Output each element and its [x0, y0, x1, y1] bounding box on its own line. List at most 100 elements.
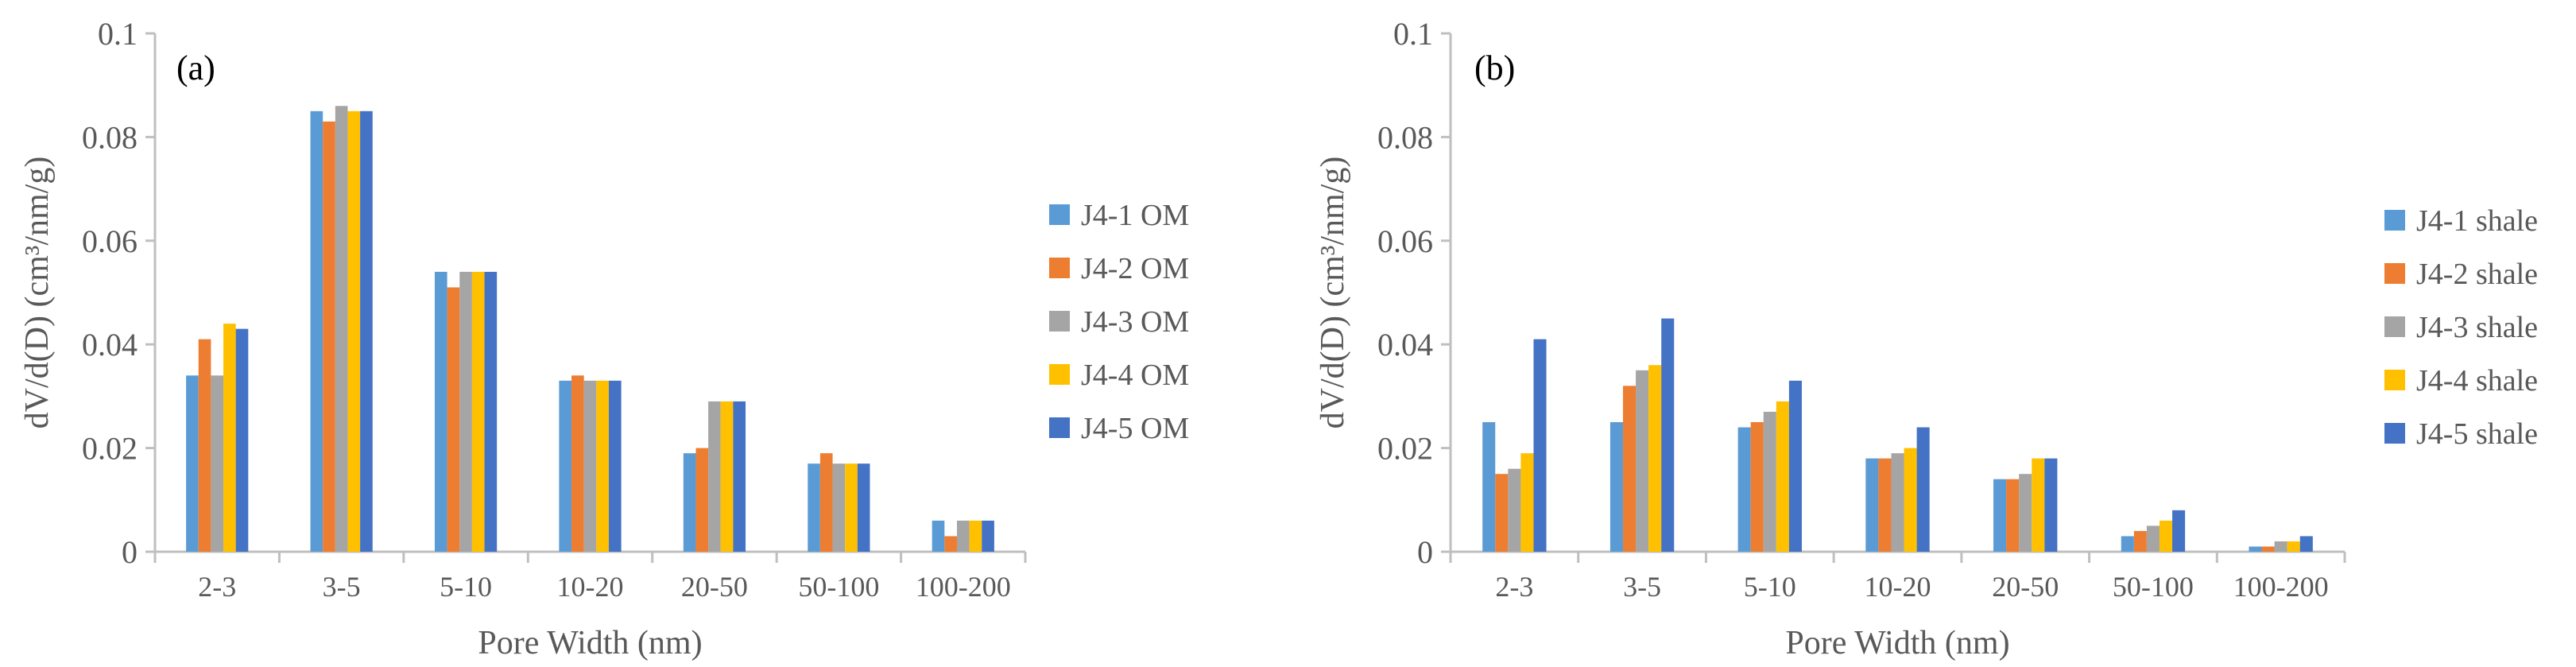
y-tick-label: 0.04: [82, 327, 138, 363]
bar-j4-3-shale-100-200: [2274, 541, 2287, 552]
bar-j4-3-om-5-10: [459, 271, 472, 552]
bar-j4-5-shale-50-100: [2172, 510, 2186, 552]
bar-j4-1-om-100-200: [932, 520, 945, 552]
x-tick-label: 2-3: [1495, 571, 1533, 603]
bar-j4-5-om-10-20: [608, 380, 622, 552]
y-tick-label: 0: [122, 534, 138, 570]
y-tick-label: 0.1: [98, 16, 138, 52]
bar-j4-1-shale-10-20: [1865, 458, 1879, 552]
bar-j4-4-om-5-10: [471, 271, 485, 552]
legend-label: J4-1 shale: [2416, 204, 2538, 238]
bar-j4-3-om-3-5: [335, 106, 348, 552]
y-tick-label: 0.08: [1377, 119, 1433, 155]
bar-j4-2-om-10-20: [571, 375, 584, 552]
bar-j4-1-shale-50-100: [2121, 536, 2134, 552]
legend-swatch: [2384, 370, 2405, 390]
x-tick-label: 20-50: [681, 571, 748, 603]
legend: J4-1 OM J4-2 OM J4-3 OM J4-4 OM J4-5 OM: [1049, 199, 1189, 445]
y-tick-label: 0.04: [1377, 327, 1433, 363]
legend-label: J4-4 shale: [2416, 364, 2538, 397]
legend-swatch: [2384, 263, 2405, 284]
legend-label: J4-5 OM: [1081, 412, 1189, 445]
legend-label: J4-1 OM: [1081, 199, 1189, 232]
bar-j4-3-shale-20-50: [2019, 474, 2032, 552]
bar-j4-3-shale-50-100: [2146, 525, 2160, 552]
bar-j4-2-om-3-5: [323, 121, 335, 553]
bar-j4-5-shale-10-20: [1916, 427, 1930, 552]
y-tick-label: 0.06: [82, 223, 138, 259]
bar-j4-3-shale-5-10: [1763, 411, 1776, 552]
bar-j4-5-om-100-200: [982, 520, 994, 552]
x-tick-label: 10-20: [1865, 571, 1931, 603]
bar-j4-2-shale-2-3: [1495, 474, 1509, 552]
legend-label: J4-3 shale: [2416, 311, 2538, 344]
bar-j4-4-shale-5-10: [1776, 401, 1789, 552]
bar-j4-1-om-3-5: [310, 111, 323, 553]
bar-j4-4-shale-3-5: [1648, 365, 1662, 552]
bar-j4-4-om-20-50: [720, 401, 734, 552]
bar-j4-2-shale-10-20: [1878, 458, 1892, 552]
chart-panel-a: 0 0.02 0.04 0.06 0.08 0.1 2-3 3-5 5-10 10-20 20-50…: [19, 16, 1189, 661]
bar-j4-4-shale-50-100: [2159, 520, 2173, 552]
bar-j4-4-om-3-5: [347, 111, 361, 553]
legend-swatch: [2384, 316, 2405, 337]
bar-j4-3-shale-2-3: [1508, 468, 1521, 552]
x-tick-label: 100-200: [2233, 571, 2329, 603]
bar-j4-4-shale-10-20: [1904, 448, 1917, 552]
x-tick-label: 3-5: [323, 571, 361, 603]
legend-swatch: [1049, 258, 1070, 278]
bar-j4-2-om-50-100: [819, 453, 833, 552]
bar-j4-1-shale-3-5: [1610, 422, 1623, 552]
bar-j4-3-shale-3-5: [1636, 370, 1649, 552]
bar-j4-2-shale-50-100: [2133, 530, 2147, 552]
bar-j4-1-om-2-3: [186, 375, 199, 552]
legend-swatch: [1049, 311, 1070, 332]
bar-j4-2-om-20-50: [695, 448, 709, 552]
bar-j4-2-shale-20-50: [2006, 479, 2020, 552]
bar-j4-5-om-3-5: [360, 111, 373, 553]
bar-j4-2-shale-3-5: [1622, 386, 1637, 552]
x-tick-label: 100-200: [916, 571, 1011, 603]
legend-swatch: [1049, 204, 1070, 225]
x-tick-label: 10-20: [557, 571, 624, 603]
bar-j4-1-shale-20-50: [1993, 479, 2007, 552]
bar-j4-1-om-10-20: [559, 380, 572, 552]
bar-j4-5-om-2-3: [235, 328, 249, 552]
y-tick-label: 0: [1417, 534, 1433, 570]
bar-j4-3-shale-10-20: [1891, 453, 1904, 552]
y-tick-label: 0.02: [82, 431, 138, 467]
legend-swatch: [2384, 210, 2405, 231]
bar-j4-3-om-50-100: [832, 463, 846, 552]
x-tick-label: 50-100: [798, 571, 879, 603]
y-axis-title: dV/d(D) (cm³/nm/g): [19, 157, 56, 429]
bar-j4-1-om-50-100: [808, 463, 820, 552]
x-tick-label: 5-10: [1744, 571, 1796, 603]
bar-j4-5-shale-20-50: [2044, 458, 2058, 552]
bar-j4-3-om-100-200: [956, 520, 970, 552]
bar-j4-4-shale-2-3: [1520, 453, 1534, 552]
bar-j4-5-om-5-10: [484, 271, 498, 552]
y-axis-title: dV/d(D) (cm³/nm/g): [1315, 157, 1351, 429]
bar-j4-4-om-50-100: [845, 463, 858, 552]
bar-j4-4-om-100-200: [969, 520, 982, 552]
y-tick-label: 0.1: [1393, 16, 1433, 52]
bar-j4-3-om-20-50: [708, 401, 721, 552]
bar-j4-1-shale-100-200: [2249, 546, 2262, 552]
bar-j4-5-shale-3-5: [1661, 318, 1675, 552]
legend-swatch: [1049, 417, 1070, 438]
bar-j4-2-shale-5-10: [1750, 422, 1764, 552]
bar-j4-4-shale-100-200: [2287, 541, 2300, 552]
chart-panel-b: 0 0.02 0.04 0.06 0.08 0.1 2-3 3-5 5-10 10-20 20-50…: [1315, 16, 2538, 661]
x-axis-title: Pore Width (nm): [1785, 625, 2009, 661]
bar-j4-4-om-2-3: [223, 324, 236, 552]
bar-j4-4-om-10-20: [596, 380, 609, 552]
x-tick-label: 2-3: [198, 571, 236, 603]
x-tick-label: 20-50: [1992, 571, 2059, 603]
x-tick-label: 5-10: [440, 571, 492, 603]
bar-j4-3-om-2-3: [211, 375, 224, 552]
bar-j4-1-shale-2-3: [1482, 422, 1496, 552]
bar-j4-5-shale-2-3: [1533, 339, 1547, 552]
bar-j4-5-shale-5-10: [1788, 380, 1802, 552]
bar-j4-5-om-50-100: [857, 463, 870, 552]
